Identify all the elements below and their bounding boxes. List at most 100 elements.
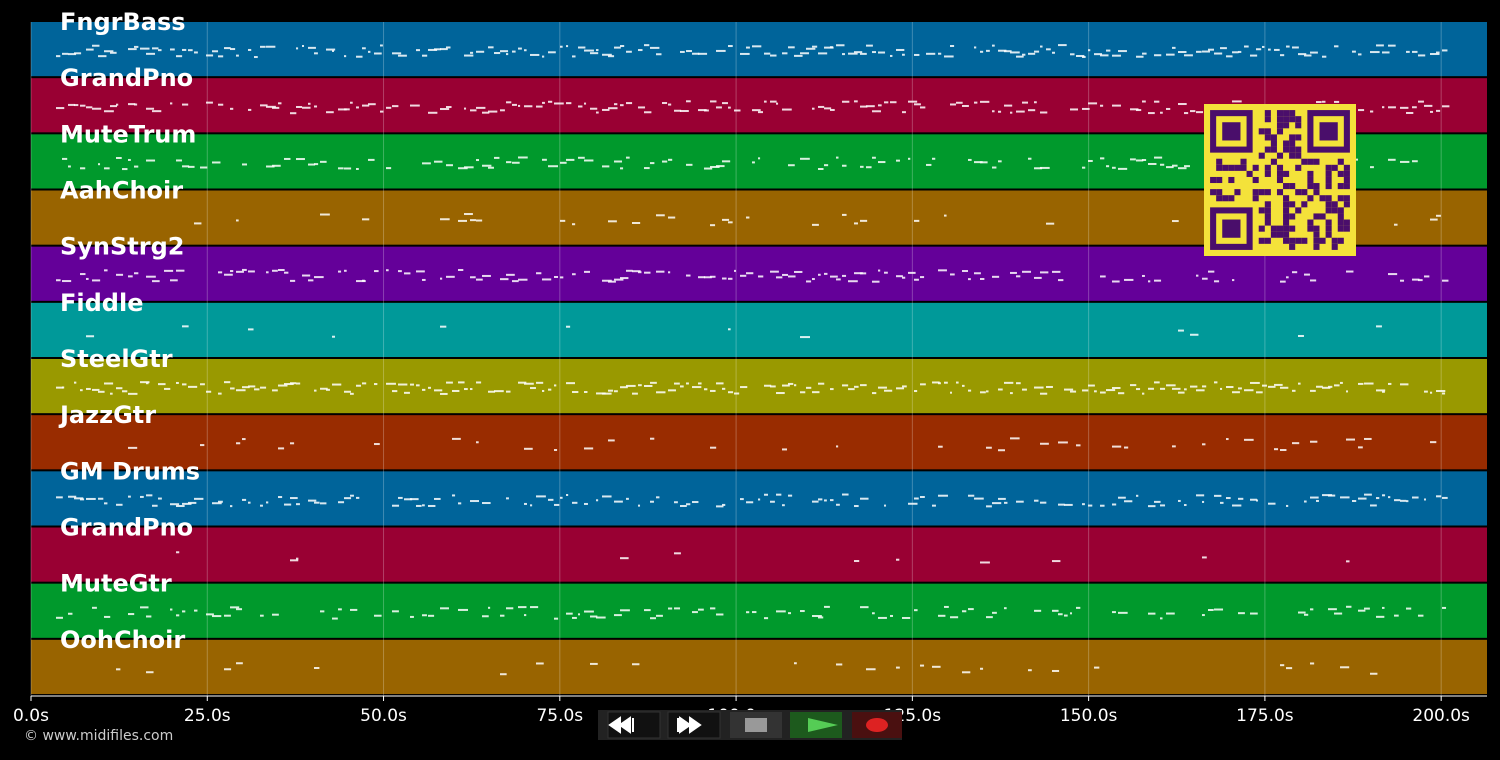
- qr-cell: [1270, 158, 1277, 165]
- note: [290, 279, 296, 282]
- note: [746, 272, 754, 275]
- note: [1346, 438, 1355, 441]
- note: [1040, 166, 1050, 169]
- note: [1274, 448, 1279, 451]
- note: [194, 609, 198, 612]
- note: [788, 164, 795, 167]
- rewind-button[interactable]: [607, 711, 661, 739]
- note: [344, 269, 347, 272]
- note: [728, 45, 733, 48]
- note: [128, 158, 131, 161]
- note: [626, 269, 633, 272]
- note: [1376, 325, 1382, 328]
- note: [740, 52, 750, 55]
- note: [92, 279, 101, 282]
- note: [572, 55, 576, 58]
- note: [812, 278, 815, 281]
- note: [1388, 382, 1392, 385]
- note: [92, 107, 102, 110]
- note: [1190, 385, 1198, 388]
- note: [416, 270, 425, 273]
- note: [824, 272, 828, 275]
- note: [686, 163, 693, 166]
- record-button[interactable]: [852, 712, 902, 738]
- note: [1394, 223, 1398, 226]
- note: [86, 277, 89, 280]
- qr-cell: [1307, 225, 1314, 232]
- note: [1088, 49, 1091, 52]
- note: [320, 502, 327, 505]
- note: [248, 385, 256, 388]
- note: [74, 497, 84, 500]
- note: [926, 163, 932, 166]
- note: [1214, 494, 1222, 497]
- note: [614, 160, 623, 163]
- note: [1154, 156, 1163, 159]
- track-label: MuteGtr: [60, 570, 172, 598]
- note: [92, 388, 100, 391]
- qr-cell: [1283, 146, 1290, 153]
- forward-button[interactable]: [667, 711, 721, 739]
- note: [356, 384, 362, 387]
- note: [104, 382, 114, 385]
- note: [836, 445, 839, 448]
- note: [428, 614, 435, 617]
- qr-cell: [1258, 128, 1265, 135]
- note: [1124, 500, 1133, 503]
- note: [272, 164, 281, 167]
- note: [842, 53, 846, 56]
- qr-cell: [1289, 110, 1296, 117]
- note: [1034, 101, 1037, 104]
- note: [1214, 608, 1224, 611]
- note: [620, 557, 629, 560]
- note: [632, 270, 641, 273]
- note: [1202, 614, 1205, 617]
- note: [68, 495, 77, 498]
- note: [656, 270, 665, 273]
- note: [560, 161, 567, 164]
- note: [260, 386, 267, 389]
- note: [1022, 53, 1026, 56]
- note: [740, 386, 748, 389]
- note: [1298, 382, 1301, 385]
- note: [788, 494, 793, 497]
- qr-cell: [1258, 207, 1265, 214]
- note: [866, 105, 875, 108]
- note: [890, 54, 893, 57]
- note: [998, 388, 1003, 391]
- note: [524, 49, 527, 52]
- note: [1088, 384, 1095, 387]
- note: [650, 617, 657, 620]
- note: [1076, 606, 1081, 609]
- note: [590, 52, 599, 55]
- qr-cell: [1289, 243, 1296, 250]
- note: [896, 558, 900, 561]
- note: [1268, 48, 1271, 51]
- note: [1442, 392, 1446, 395]
- note: [1298, 611, 1306, 614]
- track-label: SynStrg2: [60, 233, 185, 261]
- stop-button[interactable]: [730, 712, 782, 738]
- note: [998, 497, 1006, 500]
- note: [1196, 389, 1205, 392]
- note: [1358, 446, 1363, 449]
- note: [872, 280, 880, 283]
- note: [818, 616, 824, 619]
- note: [422, 162, 431, 165]
- qr-cell: [1283, 207, 1290, 214]
- note: [368, 103, 376, 106]
- note: [878, 386, 887, 389]
- note: [800, 52, 810, 55]
- play-button[interactable]: [790, 712, 842, 738]
- note: [1022, 101, 1029, 104]
- note: [614, 278, 624, 281]
- note: [512, 103, 517, 106]
- note: [116, 156, 122, 159]
- note: [1034, 499, 1039, 502]
- note: [1058, 44, 1067, 47]
- note: [1010, 271, 1017, 274]
- note: [746, 611, 750, 614]
- qr-cell: [1283, 140, 1290, 147]
- note: [902, 385, 907, 388]
- note: [104, 615, 111, 618]
